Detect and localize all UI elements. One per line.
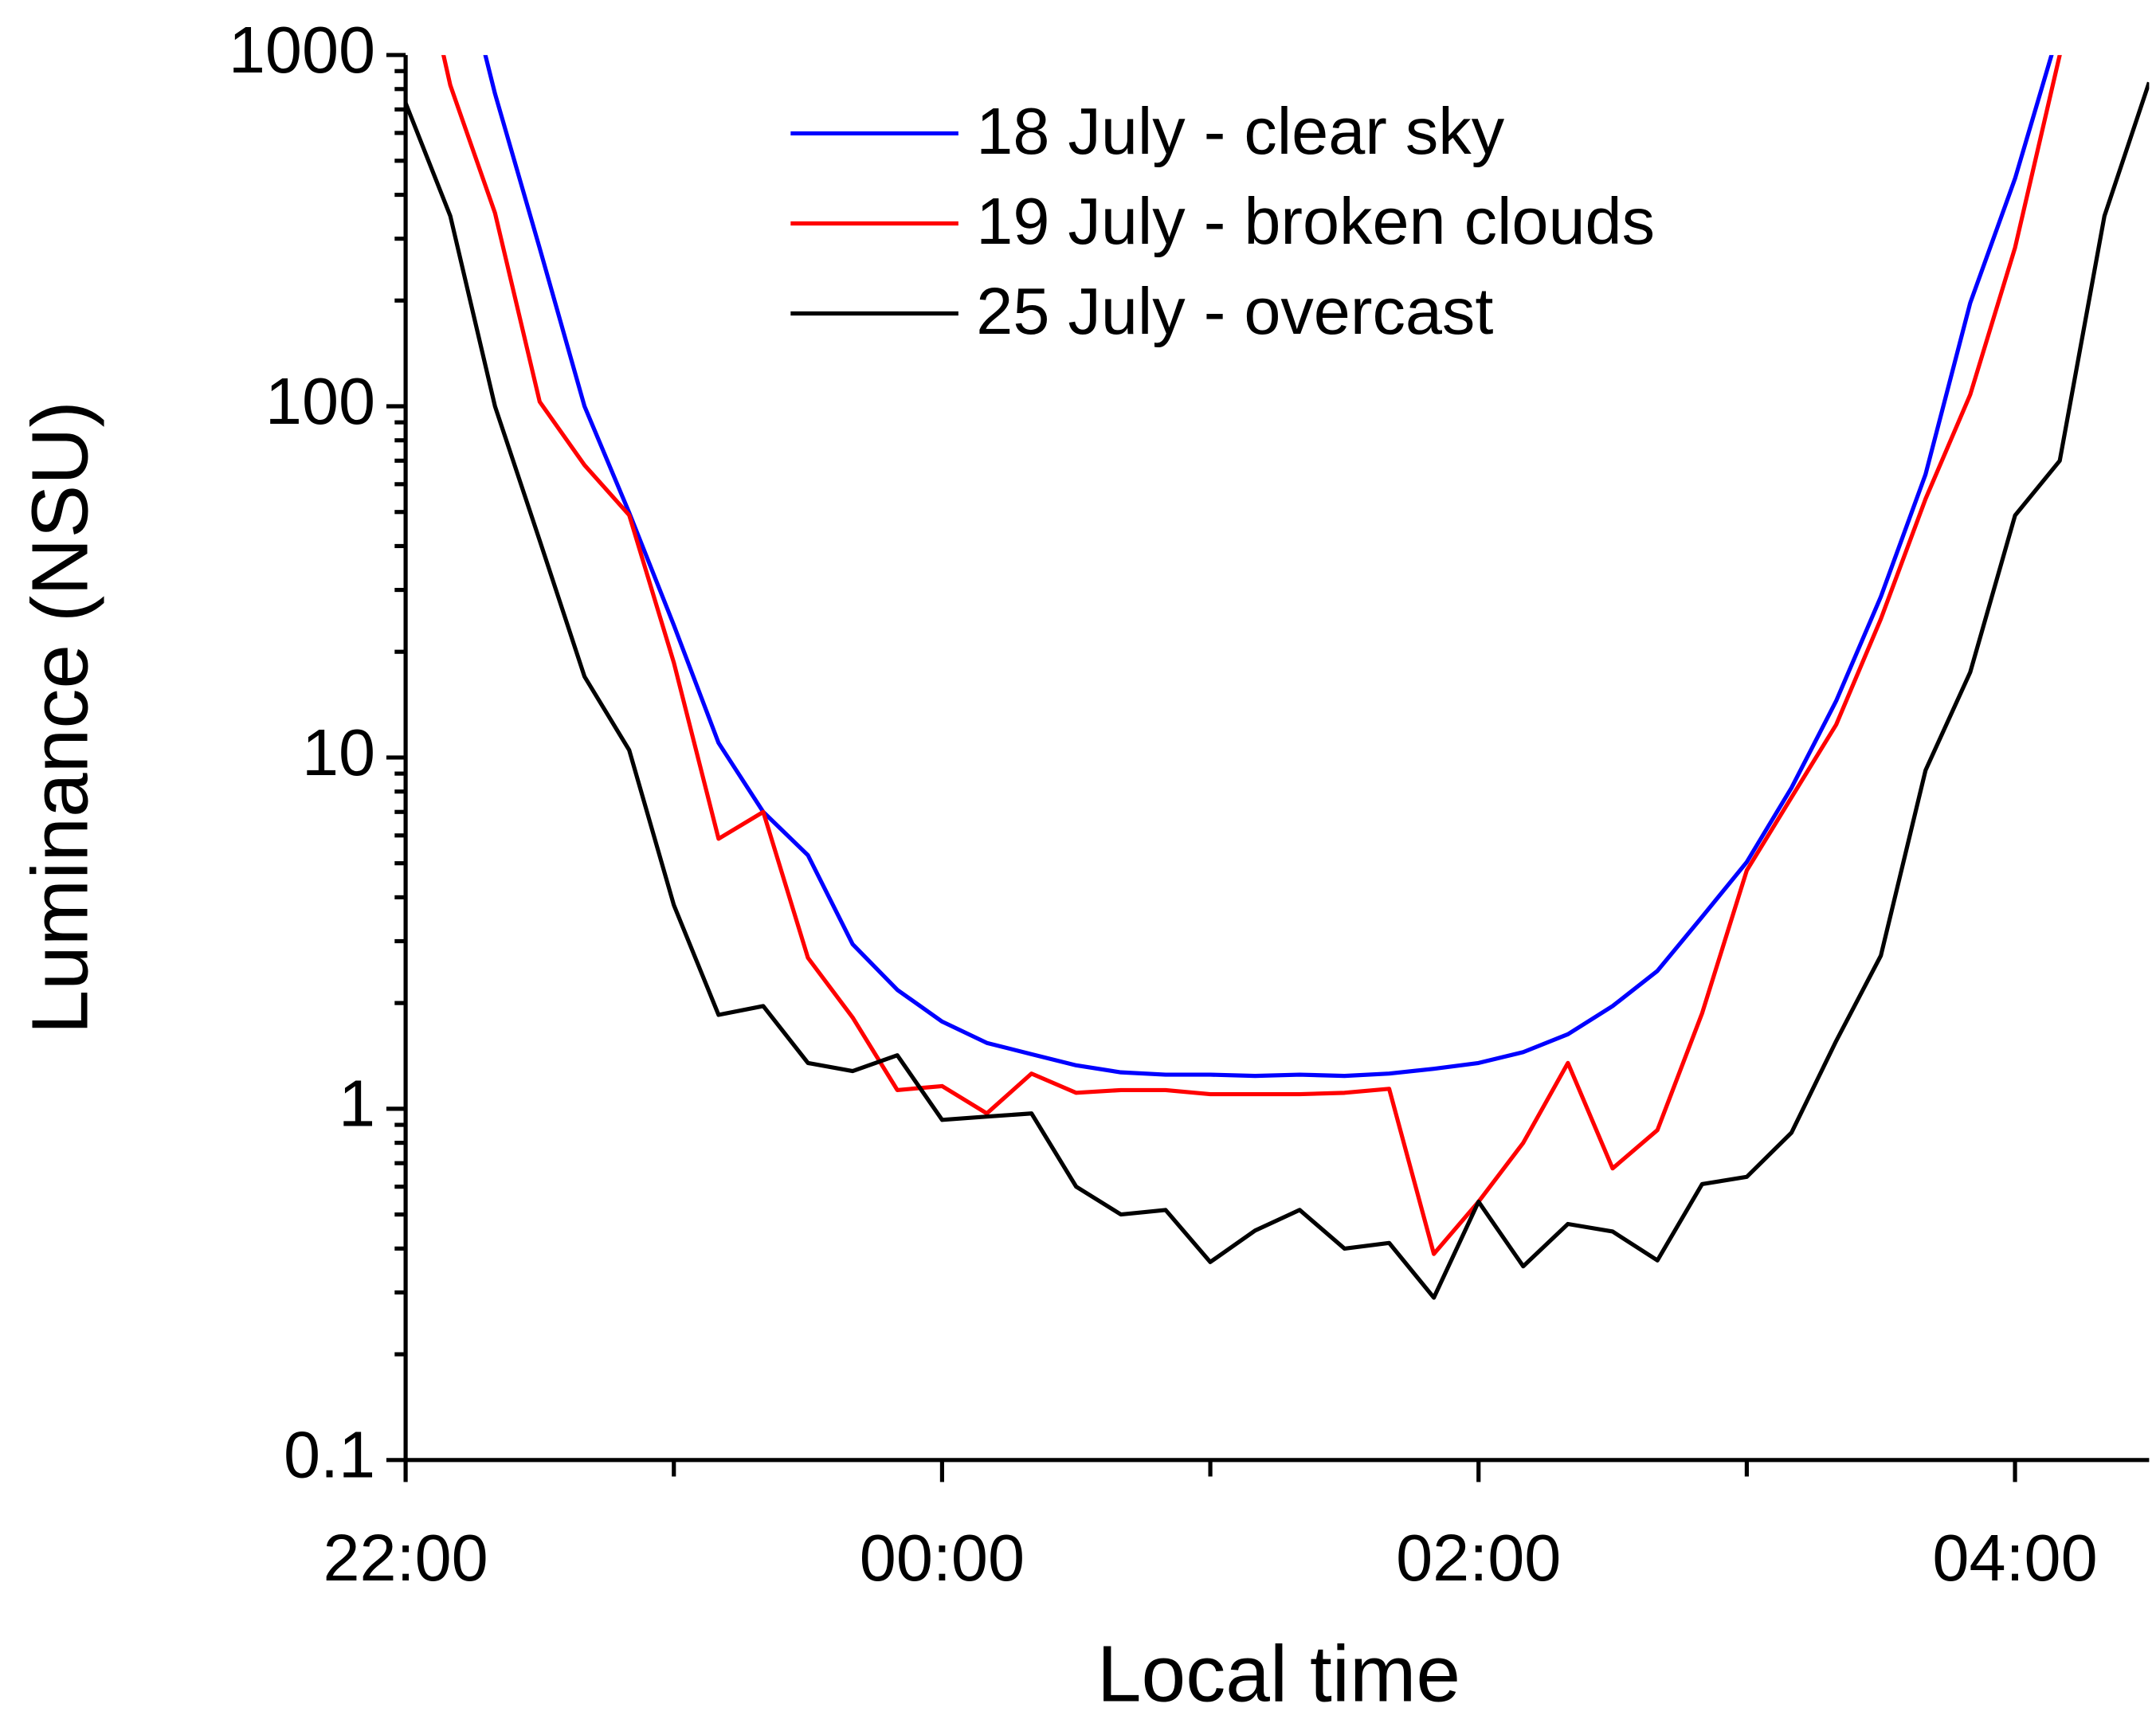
y-tick-label: 1000	[229, 13, 375, 87]
x-tick-label: 00:00	[860, 1521, 1025, 1595]
x-tick-label: 02:00	[1396, 1521, 1561, 1595]
x-axis-label: Local time	[1097, 1629, 1460, 1718]
legend-label: 25 July - overcast	[976, 274, 1493, 348]
y-tick-label: 1	[339, 1067, 375, 1141]
legend-label: 18 July - clear sky	[976, 94, 1504, 168]
legend-label: 19 July - broken clouds	[976, 184, 1655, 258]
y-tick-label: 100	[265, 364, 375, 438]
y-tick-label: 10	[302, 715, 375, 789]
x-tick-label: 04:00	[1932, 1521, 2097, 1595]
data-line	[441, 55, 2062, 1256]
x-tick-label: 22:00	[323, 1521, 488, 1595]
plot-area	[406, 55, 2150, 1300]
y-tick-label: 0.1	[284, 1418, 375, 1492]
y-axis-label: Luminance (NSU)	[15, 401, 104, 1034]
data-line	[483, 55, 2054, 1079]
data-line	[406, 81, 2150, 1300]
